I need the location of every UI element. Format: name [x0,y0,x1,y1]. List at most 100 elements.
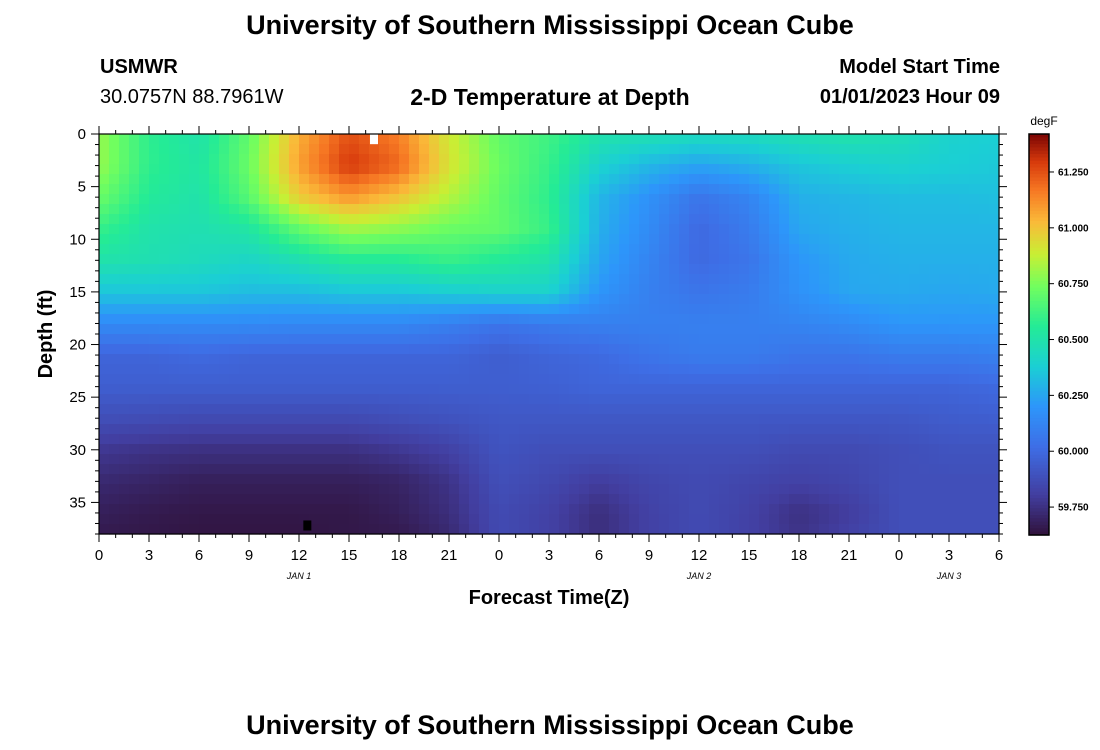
heatmap-cell [779,454,790,465]
heatmap-cell [559,294,570,305]
heatmap-cell [409,454,420,465]
heatmap-cell [449,504,460,515]
heatmap-cell [259,144,270,155]
heatmap-cell [829,524,840,535]
heatmap-cell [329,424,340,435]
heatmap-cell [119,484,130,495]
heatmap-cell [909,434,920,445]
heatmap-cell [929,224,940,235]
heatmap-cell [869,134,880,145]
heatmap-cell [479,164,490,175]
heatmap-cell [279,494,290,505]
heatmap-cell [629,184,640,195]
heatmap-cell [599,254,610,265]
heatmap-cell [399,214,410,225]
heatmap-cell [529,454,540,465]
heatmap-cell [859,384,870,395]
heatmap-cell [219,514,230,525]
heatmap-cell [979,144,990,155]
heatmap-cell [349,144,360,155]
heatmap-cell [459,204,470,215]
heatmap-cell [729,164,740,175]
heatmap-cell [849,434,860,445]
heatmap-cell [979,394,990,405]
heatmap-cell [169,514,180,525]
heatmap-cell [579,274,590,285]
heatmap-cell [149,184,160,195]
heatmap-cell [779,364,790,375]
heatmap-cell [359,314,370,325]
heatmap-cell [229,504,240,515]
heatmap-cell [169,214,180,225]
heatmap-cell [569,324,580,335]
colorbar-segment [1029,194,1049,199]
heatmap-cell [169,174,180,185]
heatmap-cell [369,204,380,215]
heatmap-cell [659,294,670,305]
heatmap-cell [139,444,150,455]
heatmap-cell [179,334,190,345]
heatmap-cell [739,374,750,385]
heatmap-cell [399,294,410,305]
heatmap-cell [969,334,980,345]
heatmap-cell [959,264,970,275]
heatmap-cell [219,274,230,285]
heatmap-cell [139,234,150,245]
heatmap-cell [829,384,840,395]
heatmap-cell [269,254,280,265]
heatmap-cell [319,214,330,225]
heatmap-cell [169,204,180,215]
heatmap-cell [209,144,220,155]
heatmap-cell [599,324,610,335]
heatmap-cell [239,364,250,375]
heatmap-cell [639,384,650,395]
heatmap-cell [489,514,500,525]
heatmap-cell [889,454,900,465]
heatmap-cell [449,324,460,335]
heatmap-cell [759,224,770,235]
heatmap-cell [629,444,640,455]
heatmap-cell [359,184,370,195]
heatmap-cell [659,224,670,235]
heatmap-cell [249,424,260,435]
heatmap-cell [439,484,450,495]
heatmap-cell [189,174,200,185]
heatmap-cell [949,184,960,195]
heatmap-cell [509,504,520,515]
heatmap-cell [339,284,350,295]
heatmap-cell [299,404,310,415]
heatmap-cell [399,504,410,515]
heatmap-cell [349,474,360,485]
heatmap-cell [989,354,1000,365]
heatmap-cell [919,224,930,235]
heatmap-cell [309,264,320,275]
heatmap-cell [929,434,940,445]
heatmap-cell [149,354,160,365]
heatmap-cell [689,174,700,185]
heatmap-cell [199,264,210,275]
heatmap-cell [699,264,710,275]
heatmap-cell [709,464,720,475]
heatmap-cell [419,284,430,295]
y-tick-label: 5 [78,179,86,196]
heatmap-cell [709,504,720,515]
heatmap-cell [459,144,470,155]
heatmap-cell [669,134,680,145]
heatmap-cell [719,144,730,155]
heatmap-cell [649,374,660,385]
heatmap-cell [389,324,400,335]
heatmap-cell [399,374,410,385]
heatmap-cell [419,394,430,405]
heatmap-cell [989,384,1000,395]
heatmap-cell [659,184,670,195]
heatmap-cell [989,164,1000,175]
heatmap-cell [339,224,350,235]
heatmap-cell [709,434,720,445]
heatmap-cell [649,234,660,245]
heatmap-cell [179,294,190,305]
heatmap-cell [499,274,510,285]
heatmap-cell [509,424,520,435]
heatmap-cell [359,164,370,175]
heatmap-cell [599,504,610,515]
heatmap-cell [619,434,630,445]
